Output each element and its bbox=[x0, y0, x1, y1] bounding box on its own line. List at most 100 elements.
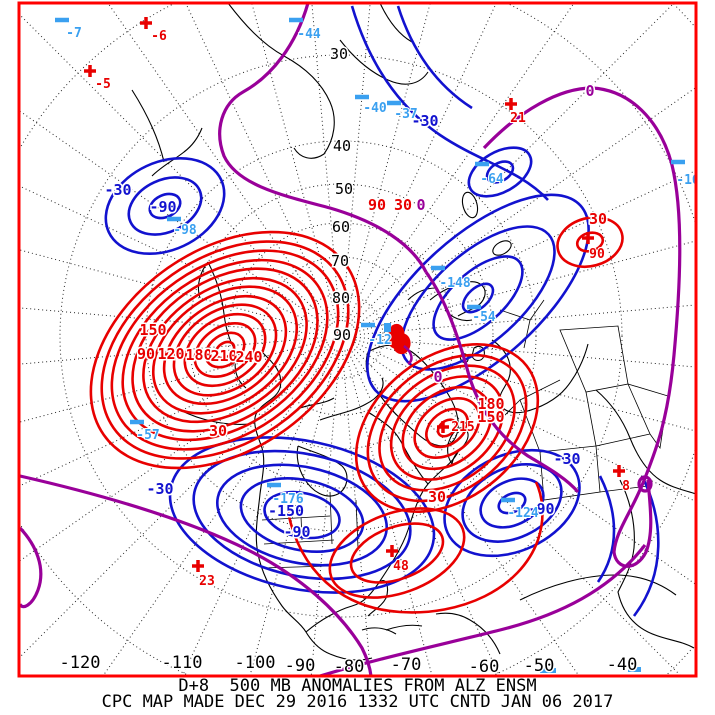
plus-center-icon bbox=[386, 545, 398, 557]
purple-contour-line bbox=[218, 3, 428, 273]
contour-label: 180 bbox=[185, 346, 212, 364]
anomaly-center-markers: -7 -6 -5 -44 -40 -37 21 -16 -64 -148 -12 -54 -57 -98 9… bbox=[55, 17, 700, 590]
center-value-label: -6 bbox=[151, 29, 167, 44]
red-contour-ring bbox=[131, 267, 319, 433]
clipped-marker-fragment bbox=[628, 667, 641, 672]
purple-contour-line bbox=[19, 526, 43, 609]
latitude-label: 80 bbox=[332, 289, 350, 307]
blue-contour-ring bbox=[104, 156, 226, 256]
center-value-label: -12 bbox=[368, 333, 391, 348]
contour-label: 90 bbox=[137, 345, 155, 363]
red-contour-ring bbox=[183, 312, 267, 388]
longitude-label: -120 bbox=[60, 653, 101, 673]
red-contour-ring bbox=[162, 294, 288, 406]
longitude-label: -50 bbox=[524, 656, 555, 676]
red-contour-ring bbox=[389, 375, 505, 481]
contour-label: -30 bbox=[104, 181, 131, 199]
red-contour-ring bbox=[214, 340, 236, 360]
contour-label: -30 bbox=[553, 450, 580, 468]
center-value-label: -124 bbox=[507, 506, 538, 521]
latitude-label: 90 bbox=[333, 326, 351, 344]
blue-contour-line bbox=[350, 5, 549, 201]
red-contour-ring bbox=[110, 249, 340, 451]
longitude-label: -80 bbox=[334, 657, 365, 677]
edge-fragments bbox=[384, 323, 641, 673]
contour-label: -90 bbox=[527, 500, 554, 518]
longitude-label: -40 bbox=[607, 655, 638, 675]
center-value-label: -54 bbox=[472, 310, 496, 325]
red-contour-ring bbox=[401, 385, 493, 471]
red-contour-ring bbox=[204, 331, 246, 369]
red-contour-ring bbox=[413, 397, 481, 459]
red-contour-ring bbox=[366, 353, 528, 503]
map-title-line1: D+8 500 MB ANOMALIES FROM ALZ ENSM bbox=[178, 676, 537, 696]
red-contour-ring bbox=[121, 258, 329, 442]
center-value-label: -64 bbox=[480, 172, 504, 187]
purple-contour-line bbox=[403, 345, 413, 366]
contour-label: -90 bbox=[283, 523, 310, 541]
center-value-label: -44 bbox=[297, 27, 321, 42]
contour-label: 30 bbox=[428, 488, 446, 506]
center-value-label: -16 bbox=[676, 173, 700, 188]
plus-center-icon bbox=[505, 98, 517, 110]
blue-contour-ring bbox=[215, 463, 389, 567]
coastlines bbox=[131, 3, 696, 661]
longitude-label: -70 bbox=[391, 655, 422, 675]
longitude-label: -110 bbox=[162, 653, 203, 673]
red-contour-ring bbox=[172, 303, 278, 397]
contour-label: 240 bbox=[235, 348, 262, 366]
blue-contour-line bbox=[396, 5, 473, 110]
map-frame bbox=[17, 1, 698, 678]
blue-contour-ring bbox=[467, 146, 533, 198]
latitude-label: 30 bbox=[330, 45, 348, 63]
center-value-label: 23 bbox=[199, 574, 215, 589]
purple-contour-ring bbox=[637, 475, 653, 493]
contour-label: 0 bbox=[433, 368, 442, 386]
latitude-label: 60 bbox=[332, 218, 350, 236]
clipped-marker-fragment bbox=[384, 323, 391, 332]
blue-contour-ring bbox=[400, 225, 556, 371]
center-value-label: -148 bbox=[439, 276, 470, 291]
contour-label: -90 bbox=[149, 198, 176, 216]
contour-label: 0 bbox=[416, 196, 425, 214]
red-contour-ring bbox=[556, 215, 624, 269]
red-contour-line bbox=[286, 481, 544, 614]
contour-label: 150 bbox=[477, 408, 504, 426]
center-value-label: -57 bbox=[136, 428, 159, 443]
latitude-label: 70 bbox=[331, 252, 349, 270]
longitude-label: -100 bbox=[235, 653, 276, 673]
contour-label: 180 bbox=[477, 395, 504, 413]
red-contour-ring bbox=[378, 364, 516, 492]
red-contour-ring bbox=[354, 343, 540, 513]
center-value-label: -40 bbox=[363, 101, 387, 116]
contour-label: -30 bbox=[146, 480, 173, 498]
blue-contour-ring bbox=[239, 477, 365, 553]
center-value-label: 8 bbox=[622, 479, 630, 494]
blue-contour-ring bbox=[432, 255, 524, 341]
center-value-label: -37 bbox=[394, 107, 417, 122]
blue-contour-ring bbox=[263, 490, 341, 540]
plus-center-icon bbox=[84, 65, 96, 77]
blue-contour-ring bbox=[148, 192, 182, 220]
contour-label: -150 bbox=[268, 502, 304, 520]
blue-contour-ring bbox=[168, 436, 436, 594]
plus-center-icon bbox=[192, 560, 204, 572]
blue-contour-ring bbox=[461, 282, 495, 314]
purple-contour-line bbox=[319, 544, 647, 676]
clipped-marker-fragment bbox=[540, 668, 556, 673]
red-contour-ring bbox=[89, 230, 361, 470]
blue-contour-line bbox=[596, 475, 616, 583]
plus-center-icon bbox=[437, 421, 449, 433]
red-contour-ring bbox=[142, 276, 308, 424]
contour-label: 30 bbox=[394, 196, 412, 214]
longitude-label: -90 bbox=[285, 656, 316, 676]
contour-label: 210 bbox=[210, 347, 237, 365]
center-value-label: 48 bbox=[393, 559, 409, 574]
red-contour-ring bbox=[151, 285, 299, 415]
plus-center-icon bbox=[582, 232, 594, 244]
center-value-label: -5 bbox=[95, 77, 111, 92]
blue-contour-ring bbox=[127, 176, 203, 236]
red-contour-ring bbox=[193, 321, 257, 379]
